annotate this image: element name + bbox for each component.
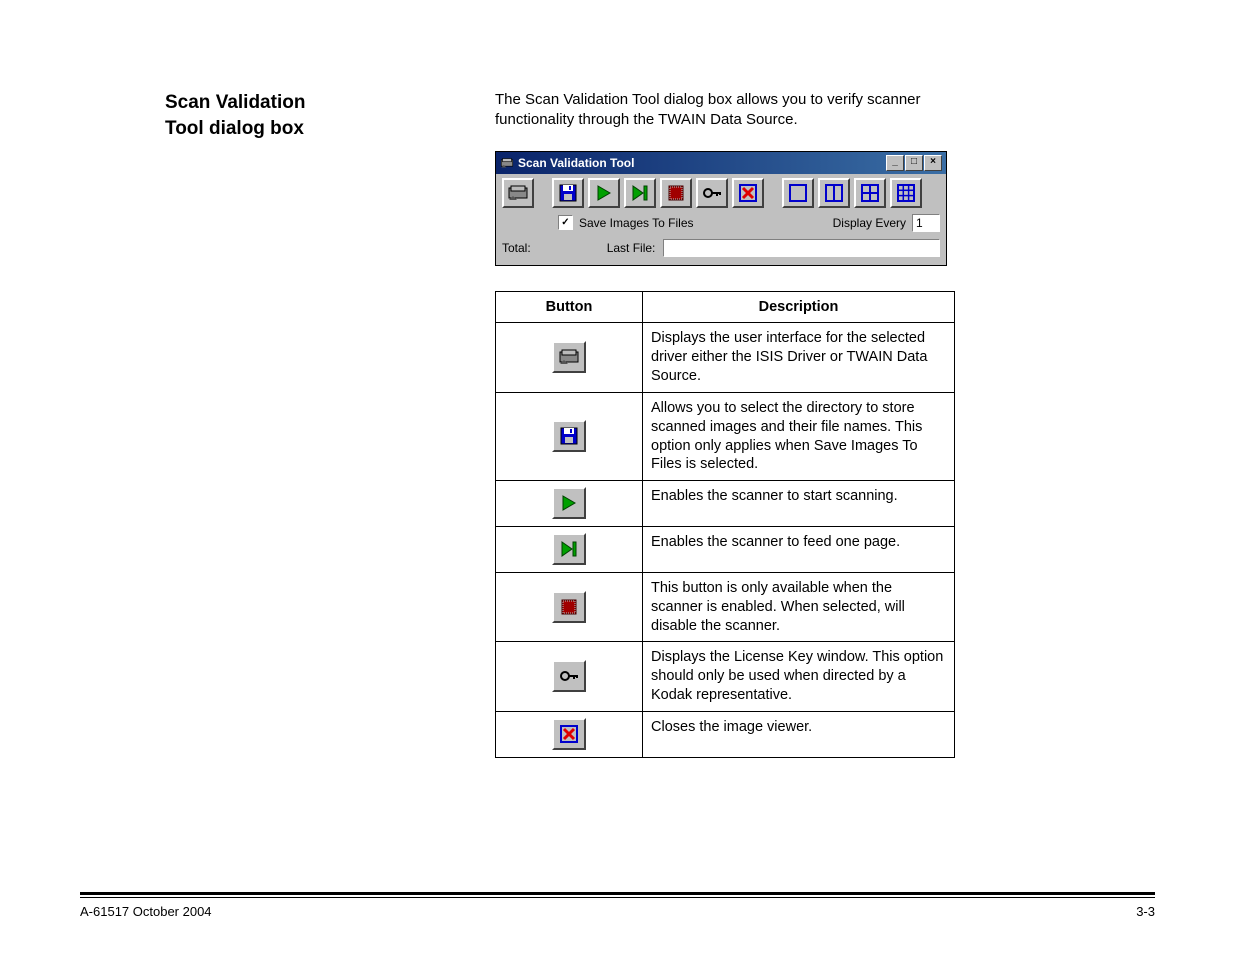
view-4-icon — [859, 182, 881, 204]
save-dest-button[interactable] — [552, 178, 584, 208]
footer-left: A-61517 October 2004 — [80, 904, 212, 919]
save-images-label: Save Images To Files — [579, 216, 694, 230]
stop-icon — [552, 591, 586, 623]
view-1-icon — [787, 182, 809, 204]
table-row: Displays the user interface for the sele… — [496, 323, 955, 393]
section-heading-line2: Tool dialog box — [165, 118, 304, 139]
view-8-icon — [895, 182, 917, 204]
close-viewer-button[interactable] — [732, 178, 764, 208]
dialog-toolbar — [496, 174, 946, 212]
dialog-titlebar: Scan Validation Tool _ □ × — [496, 152, 946, 174]
stop-button[interactable] — [660, 178, 692, 208]
last-file-label: Last File: — [607, 241, 656, 255]
license-key-button[interactable] — [696, 178, 728, 208]
app-icon — [500, 156, 514, 170]
save-dest-icon — [552, 420, 586, 452]
start-scan-icon — [593, 182, 615, 204]
view-1-button[interactable] — [782, 178, 814, 208]
close-button[interactable]: × — [924, 155, 942, 171]
license-key-icon — [701, 182, 723, 204]
start-scan-button[interactable] — [588, 178, 620, 208]
last-file-field — [663, 239, 940, 257]
view-4-button[interactable] — [854, 178, 886, 208]
table-row: Closes the image viewer. — [496, 712, 955, 758]
stop-icon — [665, 182, 687, 204]
footer-right: 3-3 — [1136, 904, 1155, 919]
table-row: Enables the scanner to feed one page. — [496, 527, 955, 573]
view-8-button[interactable] — [890, 178, 922, 208]
close-viewer-icon — [737, 182, 759, 204]
save-dest-icon — [557, 182, 579, 204]
license-key-icon — [552, 660, 586, 692]
view-2-button[interactable] — [818, 178, 850, 208]
driver-ui-icon — [552, 341, 586, 373]
desc-cell: Enables the scanner to start scanning. — [643, 481, 955, 527]
dialog-title: Scan Validation Tool — [518, 156, 634, 170]
total-label: Total: — [502, 241, 531, 255]
maximize-button[interactable]: □ — [905, 155, 923, 171]
desc-cell: This button is only available when the s… — [643, 572, 955, 642]
feed-one-icon — [552, 533, 586, 565]
desc-cell: Closes the image viewer. — [643, 712, 955, 758]
table-row: Enables the scanner to start scanning. — [496, 481, 955, 527]
start-scan-icon — [552, 487, 586, 519]
desc-cell: Allows you to select the directory to st… — [643, 392, 955, 480]
page-footer: A-61517 October 2004 3-3 — [80, 892, 1155, 919]
col-header-button: Button — [496, 291, 643, 323]
section-heading: Scan Validation Tool dialog box — [165, 90, 465, 141]
feed-one-button[interactable] — [624, 178, 656, 208]
display-every-input[interactable]: 1 — [912, 214, 940, 232]
desc-cell: Displays the user interface for the sele… — [643, 323, 955, 393]
driver-ui-button[interactable] — [502, 178, 534, 208]
table-row: Displays the License Key window. This op… — [496, 642, 955, 712]
close-viewer-icon — [552, 718, 586, 750]
scan-validation-dialog: Scan Validation Tool _ □ × — [495, 151, 947, 266]
section-heading-line1: Scan Validation — [165, 92, 305, 113]
status-row: Total: Last File: — [496, 236, 946, 265]
button-description-table: Button Description Displays the user int… — [495, 291, 955, 758]
table-row: This button is only available when the s… — [496, 572, 955, 642]
col-header-desc: Description — [643, 291, 955, 323]
intro-paragraph: The Scan Validation Tool dialog box allo… — [495, 90, 955, 131]
desc-cell: Enables the scanner to feed one page. — [643, 527, 955, 573]
minimize-button[interactable]: _ — [886, 155, 904, 171]
view-2-icon — [823, 182, 845, 204]
table-row: Allows you to select the directory to st… — [496, 392, 955, 480]
display-every-label: Display Every — [833, 216, 906, 230]
driver-ui-icon — [507, 182, 529, 204]
options-row: ✓ Save Images To Files Display Every 1 — [496, 212, 946, 236]
feed-one-icon — [629, 182, 651, 204]
desc-cell: Displays the License Key window. This op… — [643, 642, 955, 712]
save-images-checkbox[interactable]: ✓ — [558, 215, 573, 230]
